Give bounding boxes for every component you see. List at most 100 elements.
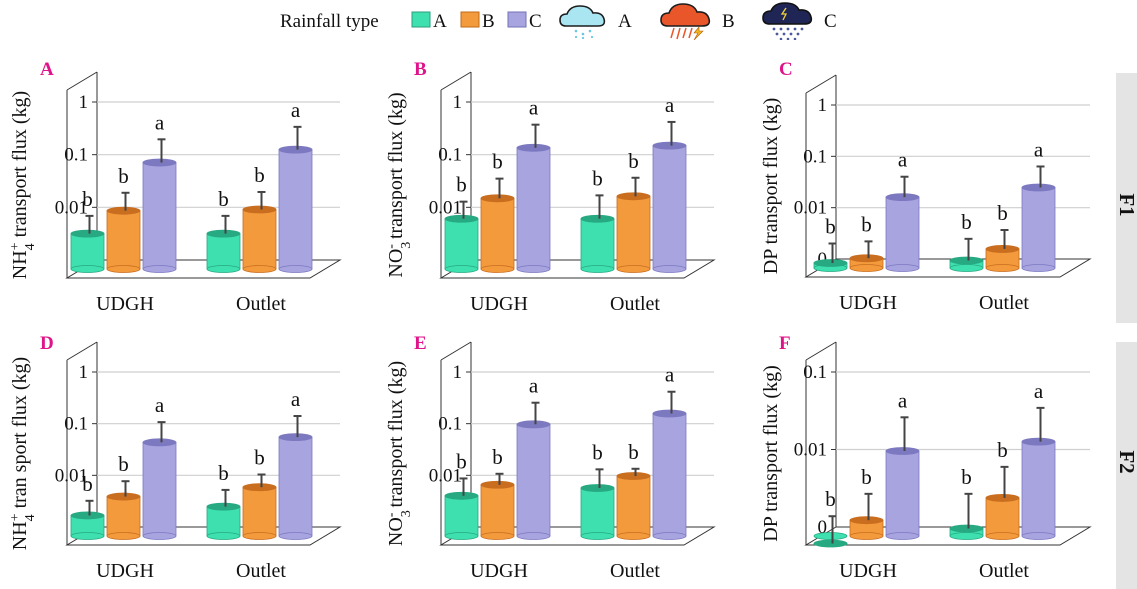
significance-letter: b: [456, 449, 467, 473]
light-rain-cloud-icon: [559, 5, 606, 40]
bar-udgh-a: b: [70, 187, 105, 273]
row-label-f1: F1: [1115, 193, 1137, 216]
panel-letter: B: [414, 59, 427, 80]
significance-letter: a: [898, 148, 908, 172]
y-tick-label: 0.01: [55, 465, 88, 486]
floor-plane: [65, 259, 342, 279]
significance-letter: a: [155, 393, 165, 417]
panel-c: 1 0.1 0.01 0 C DP transport flux (kg) b b a UDGH b…: [760, 59, 1092, 314]
significance-letter: a: [665, 363, 675, 387]
y-tick-label: 0: [818, 517, 828, 538]
bar-outlet-a: b: [949, 465, 984, 540]
x-tick-label-udgh: UDGH: [839, 560, 897, 582]
panel-letter: A: [40, 59, 54, 80]
significance-letter: b: [456, 173, 467, 197]
bar-udgh-a: b: [813, 215, 848, 272]
y-tick-label: 0.1: [438, 414, 462, 435]
significance-letter: a: [291, 98, 301, 122]
x-tick-label-outlet: Outlet: [610, 293, 660, 315]
bar-udgh-c: a: [142, 393, 177, 540]
y-axis-label: DP transport flux (kg): [760, 98, 782, 274]
significance-letter: a: [1034, 137, 1044, 161]
bar-outlet-c: a: [1021, 137, 1056, 272]
bar-udgh-c: a: [885, 148, 920, 272]
bar-outlet-b: b: [985, 201, 1020, 272]
significance-letter: a: [529, 96, 539, 120]
significance-letter: b: [825, 215, 836, 239]
icon-label-a: A: [618, 11, 632, 32]
significance-letter: b: [82, 472, 93, 496]
y-axis-label: DP transport flux (kg): [760, 365, 782, 541]
row-label-f2: F2: [1115, 450, 1137, 473]
y-axis-top-edge: [440, 71, 472, 91]
y-axis-top-edge: [440, 341, 472, 361]
bar-outlet-c: a: [278, 387, 313, 540]
y-tick-label: 0: [453, 250, 463, 271]
panel-letter: C: [779, 59, 793, 80]
y-tick-label: 1: [818, 95, 828, 116]
y-tick-label: 1: [453, 362, 463, 383]
bar-outlet-a: b: [580, 166, 615, 273]
significance-letter: b: [961, 210, 972, 234]
icon-label-c: C: [824, 11, 837, 32]
significance-letter: a: [291, 387, 301, 411]
bar-outlet-c: a: [652, 93, 687, 273]
legend-title: Rainfall type: [280, 11, 379, 32]
panel-letter: E: [414, 333, 427, 354]
bar-udgh-c: a: [142, 110, 177, 273]
significance-letter: a: [155, 110, 165, 134]
significance-letter: b: [825, 487, 836, 511]
legend-item-a-label: A: [433, 11, 447, 32]
y-tick-label: 0.1: [803, 146, 827, 167]
x-tick-label-udgh: UDGH: [839, 292, 897, 314]
panel-letter: F: [779, 333, 791, 354]
bar-outlet-a: b: [206, 461, 241, 540]
bar-outlet-a: b: [206, 187, 241, 273]
x-tick-label-udgh: UDGH: [470, 560, 528, 582]
y-axis-top-edge: [805, 74, 837, 94]
significance-letter: b: [218, 187, 229, 211]
floor-plane: [439, 526, 716, 546]
bar-udgh-a: b: [70, 472, 105, 540]
panel-f: 0.1 0.01 0 F DP transport flux (kg) b b a UDGH b b…: [760, 333, 1092, 582]
y-tick-label: 1: [79, 92, 89, 113]
bar-outlet-b: b: [616, 440, 651, 540]
x-tick-label-outlet: Outlet: [236, 293, 286, 315]
heavy-rain-cloud-icon: [762, 2, 813, 40]
y-axis-top-edge: [805, 341, 837, 361]
significance-letter: b: [82, 187, 93, 211]
bar-outlet-b: b: [616, 149, 651, 273]
significance-letter: b: [118, 452, 129, 476]
y-tick-label: 0.01: [429, 465, 462, 486]
floor-plane: [65, 526, 342, 546]
bar-udgh-c: a: [516, 374, 551, 540]
bar-udgh-b: b: [480, 150, 515, 273]
significance-letter: b: [628, 149, 639, 173]
significance-letter: a: [529, 374, 539, 398]
bar-outlet-c: a: [1021, 379, 1056, 540]
x-tick-label-udgh: UDGH: [470, 293, 528, 315]
legend-item-b-label: B: [482, 11, 495, 32]
significance-letter: a: [665, 93, 675, 117]
bar-outlet-b: b: [242, 445, 277, 540]
legend-item-c: C: [507, 11, 542, 32]
significance-letter: a: [898, 388, 908, 412]
significance-letter: b: [961, 465, 972, 489]
significance-letter: b: [997, 201, 1008, 225]
bar-outlet-b: b: [242, 163, 277, 273]
y-tick-label: 1: [79, 362, 89, 383]
bar-outlet-c: a: [652, 363, 687, 540]
bar-outlet-a: b: [580, 440, 615, 540]
row-tab-f2: [1116, 342, 1137, 589]
x-tick-label-outlet: Outlet: [979, 292, 1029, 314]
significance-letter: b: [861, 465, 872, 489]
y-axis-label: NH4+ tran sport flux (kg): [8, 357, 38, 550]
x-tick-label-outlet: Outlet: [236, 560, 286, 582]
bar-udgh-c: a: [516, 96, 551, 273]
floor-plane: [804, 526, 1092, 546]
y-tick-label: 0.1: [64, 414, 88, 435]
y-tick-label: 0.1: [803, 362, 827, 383]
